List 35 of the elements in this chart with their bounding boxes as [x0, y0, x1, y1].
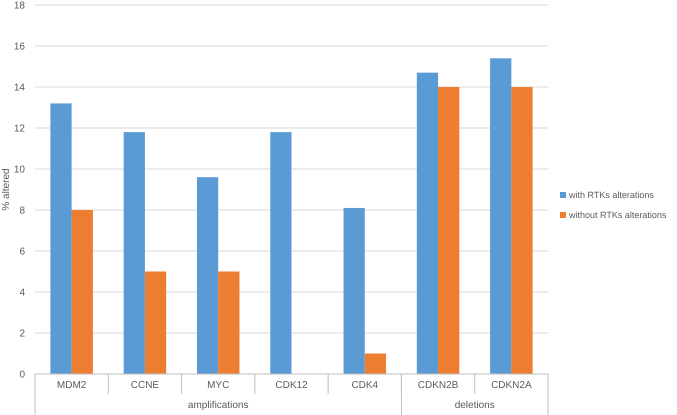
y-axis-title: % altered	[1, 168, 12, 211]
y-tick-label: 12	[14, 124, 26, 134]
y-tick-label: 14	[14, 82, 26, 94]
x-tick-label: CDKN2A	[491, 380, 532, 391]
bar	[344, 208, 365, 374]
y-tick-label: 18	[14, 0, 26, 12]
x-tick-label: MDM2	[56, 380, 87, 391]
bar	[218, 272, 240, 374]
bar	[490, 58, 512, 374]
bar	[270, 132, 292, 374]
bar	[50, 103, 72, 374]
x-tick-label: CDKN2B	[418, 380, 459, 391]
y-tick-label: 0	[19, 370, 26, 380]
text: deletions	[454, 400, 495, 411]
legend-label: with RTKs alterations	[568, 190, 654, 200]
bar	[511, 87, 533, 374]
y-tick-label: 2	[19, 328, 26, 340]
y-tick-label: 16	[14, 42, 26, 52]
x-tick-label: MYC	[207, 380, 230, 391]
y-tick-label: 6	[19, 246, 26, 258]
y-tick-label: 10	[14, 164, 26, 176]
bar	[144, 272, 166, 374]
bar	[196, 177, 218, 374]
text: amplifications	[188, 400, 249, 411]
y-tick-label: 8	[19, 206, 26, 216]
legend-label: without RTKs alterations	[568, 210, 667, 220]
bar	[438, 87, 460, 374]
x-tick-label: CDK4	[351, 380, 379, 391]
x-tick-label: CCNE	[130, 380, 160, 391]
bar	[72, 210, 93, 374]
bar	[124, 132, 145, 374]
bar	[416, 72, 438, 374]
bar	[364, 354, 386, 374]
x-tick-label: CDK12	[275, 380, 308, 391]
y-tick-label: 4	[19, 288, 26, 298]
